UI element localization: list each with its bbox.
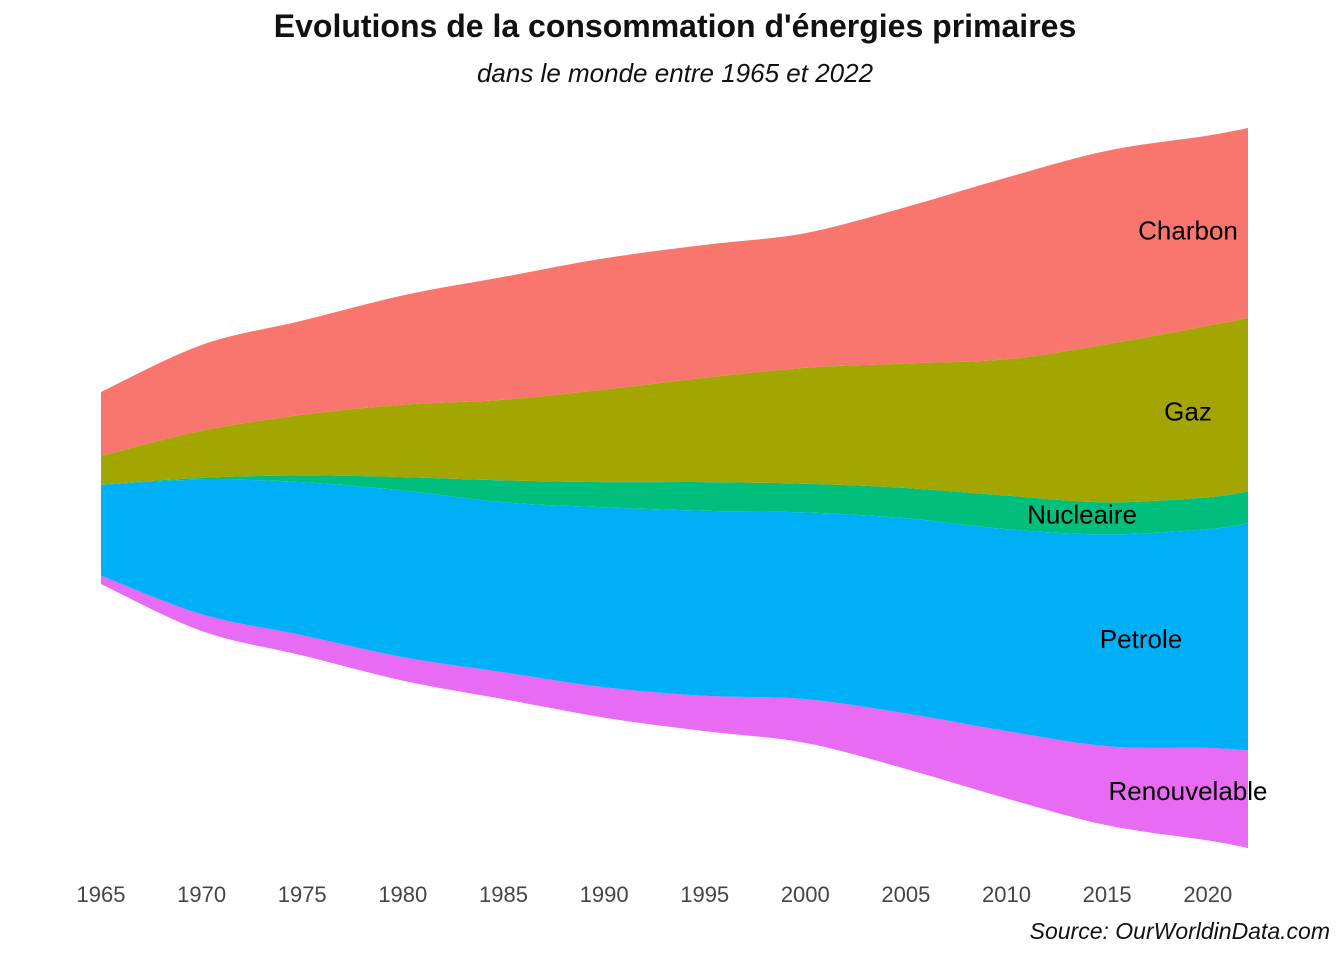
x-tick-label: 2000: [781, 882, 830, 907]
x-tick-label: 2005: [881, 882, 930, 907]
x-tick-label: 1970: [177, 882, 226, 907]
x-tick-label: 2015: [1083, 882, 1132, 907]
layer-label-nucleaire: Nucleaire: [1027, 500, 1137, 530]
stream-layer-charbon: [101, 128, 1248, 456]
x-tick-label: 1975: [278, 882, 327, 907]
chart-subtitle: dans le monde entre 1965 et 2022: [476, 58, 874, 88]
layer-label-petrole: Petrole: [1100, 624, 1182, 654]
x-tick-label: 2020: [1183, 882, 1232, 907]
source-caption: Source: OurWorldinData.com: [1029, 918, 1330, 944]
x-tick-label: 1990: [580, 882, 629, 907]
x-tick-label: 1980: [378, 882, 427, 907]
x-tick-label: 1965: [77, 882, 126, 907]
stream-layer-gaz: [101, 318, 1248, 503]
stream-layers: [101, 128, 1248, 848]
layer-label-charbon: Charbon: [1138, 216, 1238, 246]
stream-layer-renouvelable: [101, 575, 1248, 848]
layer-label-renouvelable: Renouvelable: [1108, 776, 1267, 806]
chart-title: Evolutions de la consommation d'énergies…: [273, 8, 1077, 44]
stream-layer-nucleaire: [101, 475, 1248, 535]
stream-layer-petrole: [101, 479, 1248, 751]
x-tick-label: 1985: [479, 882, 528, 907]
layer-label-gaz: Gaz: [1164, 396, 1212, 426]
stream-labels: Renouvelable Petrole Nucleaire Gaz Charbon: [1027, 216, 1267, 806]
x-tick-label: 1995: [680, 882, 729, 907]
x-axis-ticks: 1965 1970 1975 1980 1985 1990 1995 2000 2005 2010…: [77, 882, 1233, 907]
x-tick-label: 2010: [982, 882, 1031, 907]
